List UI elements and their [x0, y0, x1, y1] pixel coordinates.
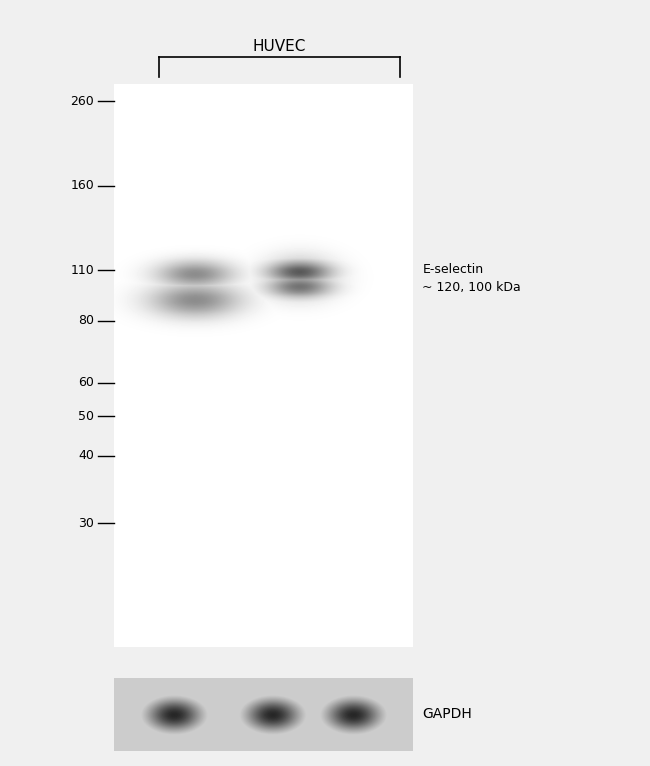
Text: GAPDH: GAPDH — [422, 707, 473, 722]
Text: E-selectin
~ 120, 100 kDa: E-selectin ~ 120, 100 kDa — [422, 263, 521, 294]
Text: 80: 80 — [78, 314, 94, 327]
Text: 110: 110 — [70, 264, 94, 277]
Text: 260: 260 — [70, 95, 94, 108]
Text: 30: 30 — [79, 517, 94, 530]
Text: 50: 50 — [78, 410, 94, 423]
Text: 160: 160 — [70, 179, 94, 192]
Text: 40: 40 — [79, 450, 94, 463]
Text: 60: 60 — [79, 376, 94, 389]
Text: HUVEC: HUVEC — [253, 38, 306, 54]
